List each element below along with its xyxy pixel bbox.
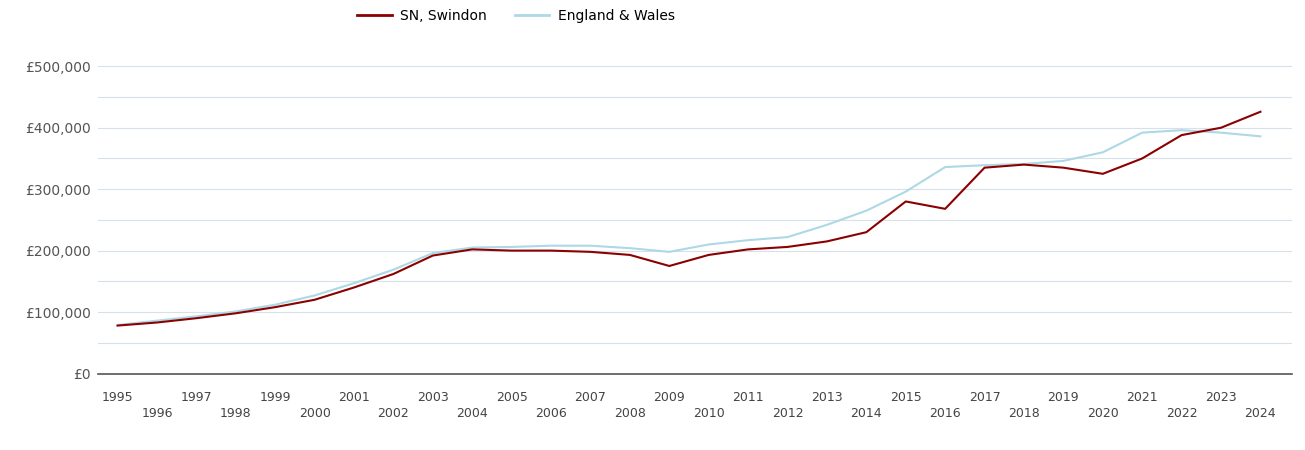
Text: 1998: 1998 [221,407,252,420]
Text: 2024: 2024 [1245,407,1276,420]
Text: 2000: 2000 [299,407,330,420]
Text: 2003: 2003 [418,391,449,404]
Text: 1997: 1997 [180,391,213,404]
Text: 2017: 2017 [968,391,1001,404]
Text: 2019: 2019 [1048,391,1079,404]
Text: 1995: 1995 [102,391,133,404]
Text: 2008: 2008 [613,407,646,420]
Text: 2007: 2007 [574,391,607,404]
Text: 2018: 2018 [1007,407,1040,420]
Text: 2022: 2022 [1165,407,1198,420]
Text: 2005: 2005 [496,391,527,404]
Text: 2014: 2014 [851,407,882,420]
Text: 2021: 2021 [1126,391,1158,404]
Text: 1999: 1999 [260,391,291,404]
Text: 2013: 2013 [812,391,843,404]
Text: 2001: 2001 [338,391,369,404]
Text: 2015: 2015 [890,391,921,404]
Text: 2016: 2016 [929,407,960,420]
Text: 2023: 2023 [1206,391,1237,404]
Text: 2010: 2010 [693,407,724,420]
Text: 1996: 1996 [141,407,172,420]
Text: 2012: 2012 [771,407,804,420]
Text: 2011: 2011 [732,391,763,404]
Text: 2004: 2004 [457,407,488,420]
Text: 2009: 2009 [654,391,685,404]
Text: 2020: 2020 [1087,407,1118,420]
Text: 2006: 2006 [535,407,566,420]
Legend: SN, Swindon, England & Wales: SN, Swindon, England & Wales [351,4,680,28]
Text: 2002: 2002 [377,407,410,420]
